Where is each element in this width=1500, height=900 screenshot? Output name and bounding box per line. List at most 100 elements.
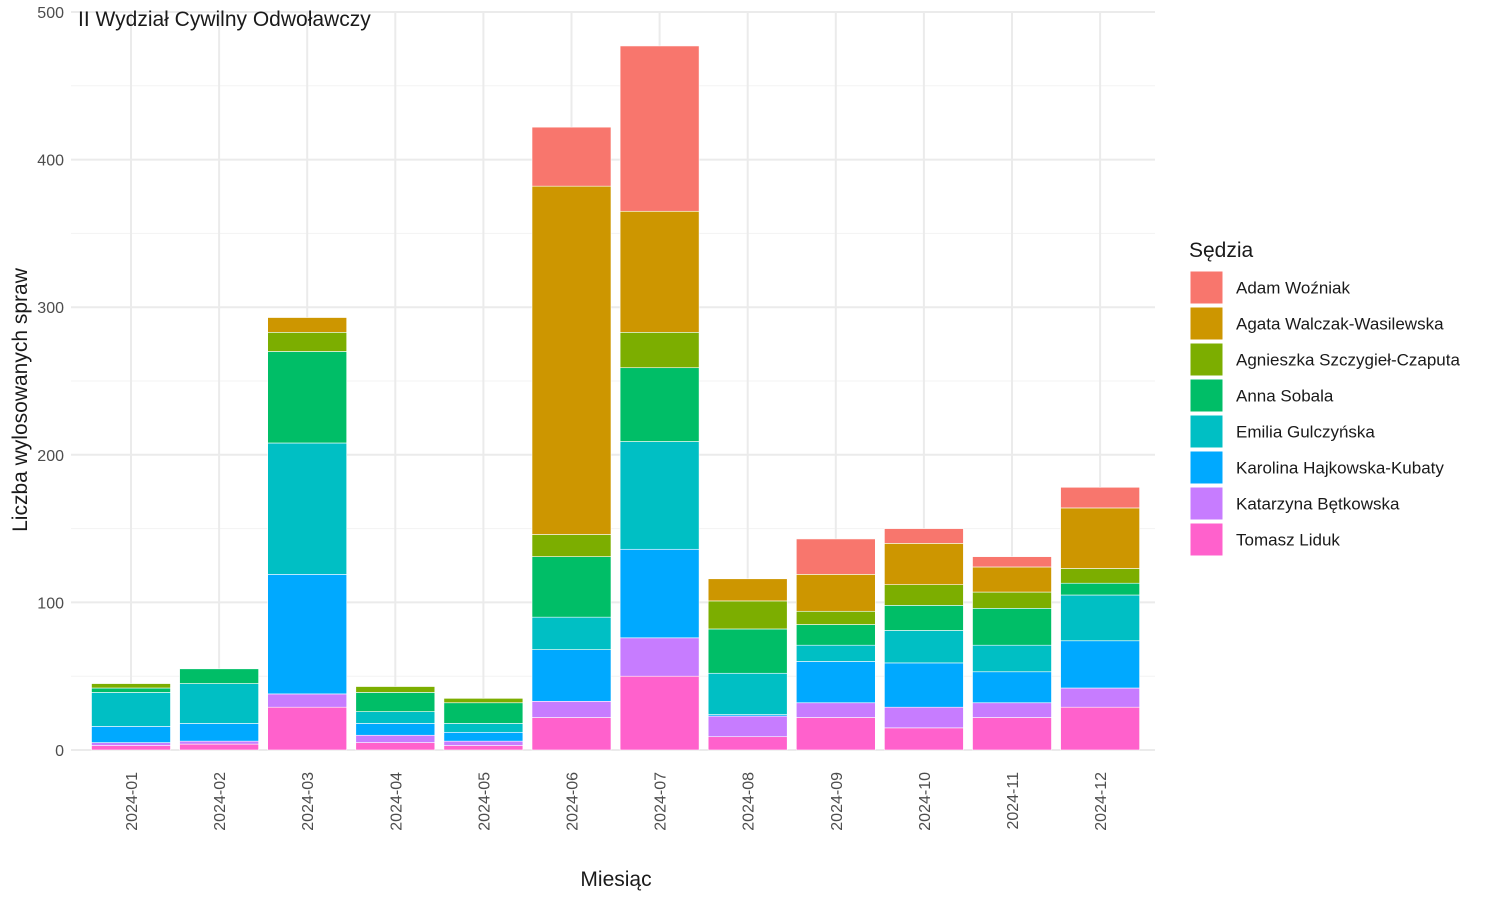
y-tick-label: 300: [37, 300, 64, 317]
bar-segment: [795, 538, 876, 575]
bar-segment: [179, 743, 259, 751]
legend-key: [1189, 522, 1224, 557]
x-axis-label: Miesiąc: [580, 868, 651, 891]
bar-segment: [795, 610, 876, 625]
bar-segment: [884, 605, 964, 631]
bar-segment: [531, 717, 612, 751]
bar-segment: [795, 574, 876, 612]
bar-segment: [707, 578, 788, 602]
x-tick-label: 2024-03: [300, 772, 317, 831]
bar-segment: [707, 672, 788, 715]
bar-segment: [91, 683, 171, 689]
x-tick-label: 2024-08: [741, 772, 758, 831]
legend-key: [1189, 342, 1224, 377]
bar-segment: [972, 644, 1052, 673]
bar-segment: [619, 210, 700, 333]
bar-segment: [972, 671, 1052, 704]
bar-segment: [795, 661, 876, 704]
bar-segment: [355, 711, 436, 724]
bar-segment: [355, 723, 436, 736]
x-tick-label: 2024-05: [476, 772, 493, 831]
bar-segment: [91, 742, 171, 746]
bar-segment: [619, 367, 700, 442]
bar-segment: [267, 331, 348, 352]
bars: [91, 45, 1140, 751]
bar-segment: [443, 740, 524, 746]
bar-segment: [443, 702, 524, 724]
bar-segment: [795, 624, 876, 646]
legend-title: Sędzia: [1189, 239, 1254, 262]
bar-segment: [795, 644, 876, 662]
bar-segment: [707, 736, 788, 751]
legend-label: Adam Woźniak: [1236, 279, 1351, 298]
x-tick-label: 2024-04: [388, 772, 405, 831]
bar-segment: [619, 675, 700, 751]
bar-segment: [619, 441, 700, 550]
chart-title: II Wydział Cywilny Odwoławczy: [78, 8, 371, 31]
legend-label: Emilia Gulczyńska: [1236, 423, 1375, 442]
x-tick-label: 2024-07: [653, 772, 670, 831]
bar-segment: [884, 584, 964, 606]
x-tick-label: 2024-06: [565, 772, 582, 831]
legend-label: Agata Walczak-Wasilewska: [1236, 315, 1444, 334]
legend-label: Anna Sobala: [1236, 387, 1334, 406]
bar-segment: [1060, 687, 1140, 708]
x-tick-label: 2024-02: [212, 772, 229, 831]
bar-segment: [884, 528, 964, 544]
bar-segment: [619, 331, 700, 369]
bar-segment: [884, 630, 964, 664]
bar-segment: [267, 693, 348, 708]
x-tick-label: 2024-10: [917, 772, 934, 831]
y-tick-label: 0: [55, 743, 64, 760]
bar-segment: [884, 662, 964, 708]
legend-key: [1189, 414, 1224, 449]
bar-segment: [179, 683, 259, 724]
bar-segment: [531, 534, 612, 557]
legend-key: [1189, 306, 1224, 341]
bar-segment: [267, 351, 348, 444]
bar-segment: [531, 649, 612, 702]
bar-segment: [267, 706, 348, 751]
bar-segment: [355, 742, 436, 751]
bar-segment: [884, 727, 964, 751]
bar-segment: [1060, 582, 1140, 596]
bar-segment: [531, 556, 612, 618]
bar-segment: [531, 185, 612, 535]
x-tick-label: 2024-09: [829, 772, 846, 831]
legend-label: Agnieszka Szczygieł-Czaputa: [1236, 351, 1460, 370]
bar-segment: [1060, 594, 1140, 642]
bar-segment: [972, 702, 1052, 718]
bar-segment: [267, 442, 348, 575]
bar-segment: [707, 600, 788, 630]
y-tick-label: 200: [37, 448, 64, 465]
bar-segment: [267, 317, 348, 333]
bar-segment: [1060, 486, 1140, 509]
bar-segment: [443, 723, 524, 733]
bar-segment: [443, 698, 524, 704]
bar-segment: [707, 715, 788, 738]
legend-label: Tomasz Liduk: [1236, 531, 1340, 550]
x-tick-label: 2024-12: [1093, 772, 1110, 831]
y-tick-label: 400: [37, 153, 64, 170]
bar-segment: [531, 126, 612, 187]
bar-segment: [91, 726, 171, 743]
legend-label: Katarzyna Bętkowska: [1236, 495, 1400, 514]
bar-segment: [355, 692, 436, 712]
legend-key: [1189, 270, 1224, 305]
legend-label: Karolina Hajkowska-Kubaty: [1236, 459, 1444, 478]
bar-segment: [707, 628, 788, 674]
legend: Sędzia Adam Woźniak Agata Walczak-Wasilew…: [1189, 239, 1460, 557]
bar-segment: [1060, 640, 1140, 689]
bar-segment: [795, 702, 876, 718]
bar-segment: [972, 556, 1052, 568]
bar-segment: [884, 706, 964, 729]
axes: 0 100 200 300 400 500 2024-01 2024-02 2024-03 202…: [37, 5, 1110, 831]
bar-segment: [1060, 507, 1140, 569]
bar-segment: [1060, 568, 1140, 584]
bar-segment: [443, 745, 524, 751]
bar-segment: [91, 745, 171, 751]
bar-segment: [267, 574, 348, 695]
bar-segment: [972, 566, 1052, 593]
